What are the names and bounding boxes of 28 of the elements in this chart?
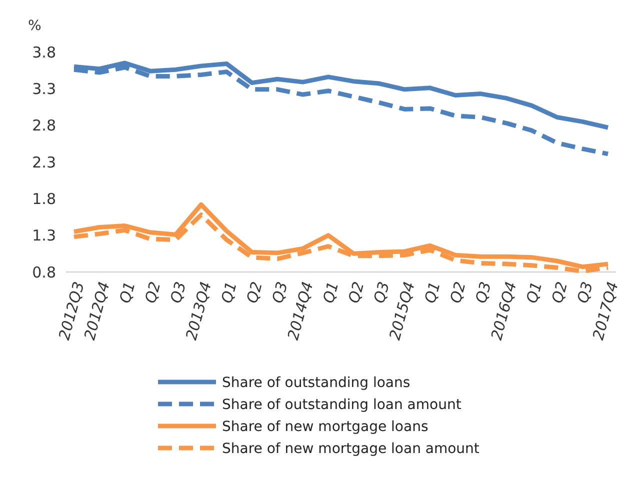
- legend-label: Share of outstanding loan amount: [222, 396, 462, 413]
- x-tick-label: Q3: [166, 280, 190, 306]
- legend-label: Share of outstanding loans: [222, 374, 410, 391]
- x-tick-label: Q2: [548, 280, 572, 306]
- y-tick-label: 3.8: [32, 43, 56, 62]
- y-tick-label: 2.8: [32, 116, 56, 135]
- y-tick-label: 3.3: [32, 80, 56, 98]
- y-tick-label: 1.8: [32, 190, 56, 208]
- x-tick-label: Q2: [344, 280, 368, 306]
- legend-label: Share of new mortgage loans: [222, 418, 428, 435]
- x-tick-label: Q3: [268, 280, 292, 306]
- y-tick-label: 0.8: [32, 263, 56, 282]
- x-tick-label: Q3: [472, 280, 495, 306]
- x-tick-label: Q2: [243, 280, 266, 306]
- x-tick-label: Q2: [446, 280, 470, 306]
- x-tick-label: Q1: [319, 280, 342, 306]
- legend-label: Share of new mortgage loan amount: [222, 440, 480, 457]
- y-tick-label: 2.3: [32, 153, 56, 172]
- x-tick-label: Q1: [421, 280, 444, 306]
- x-tick-label: Q3: [370, 280, 394, 306]
- y-axis-title: %: [28, 18, 42, 34]
- x-tick-label: Q1: [116, 280, 139, 306]
- x-tick-label: Q1: [522, 280, 546, 306]
- x-tick-label: Q3: [574, 280, 597, 306]
- y-tick-label: 1.3: [32, 226, 56, 245]
- line-series: [72, 202, 610, 270]
- x-tick-label: Q2: [141, 280, 164, 306]
- x-tick-label: Q1: [218, 280, 241, 306]
